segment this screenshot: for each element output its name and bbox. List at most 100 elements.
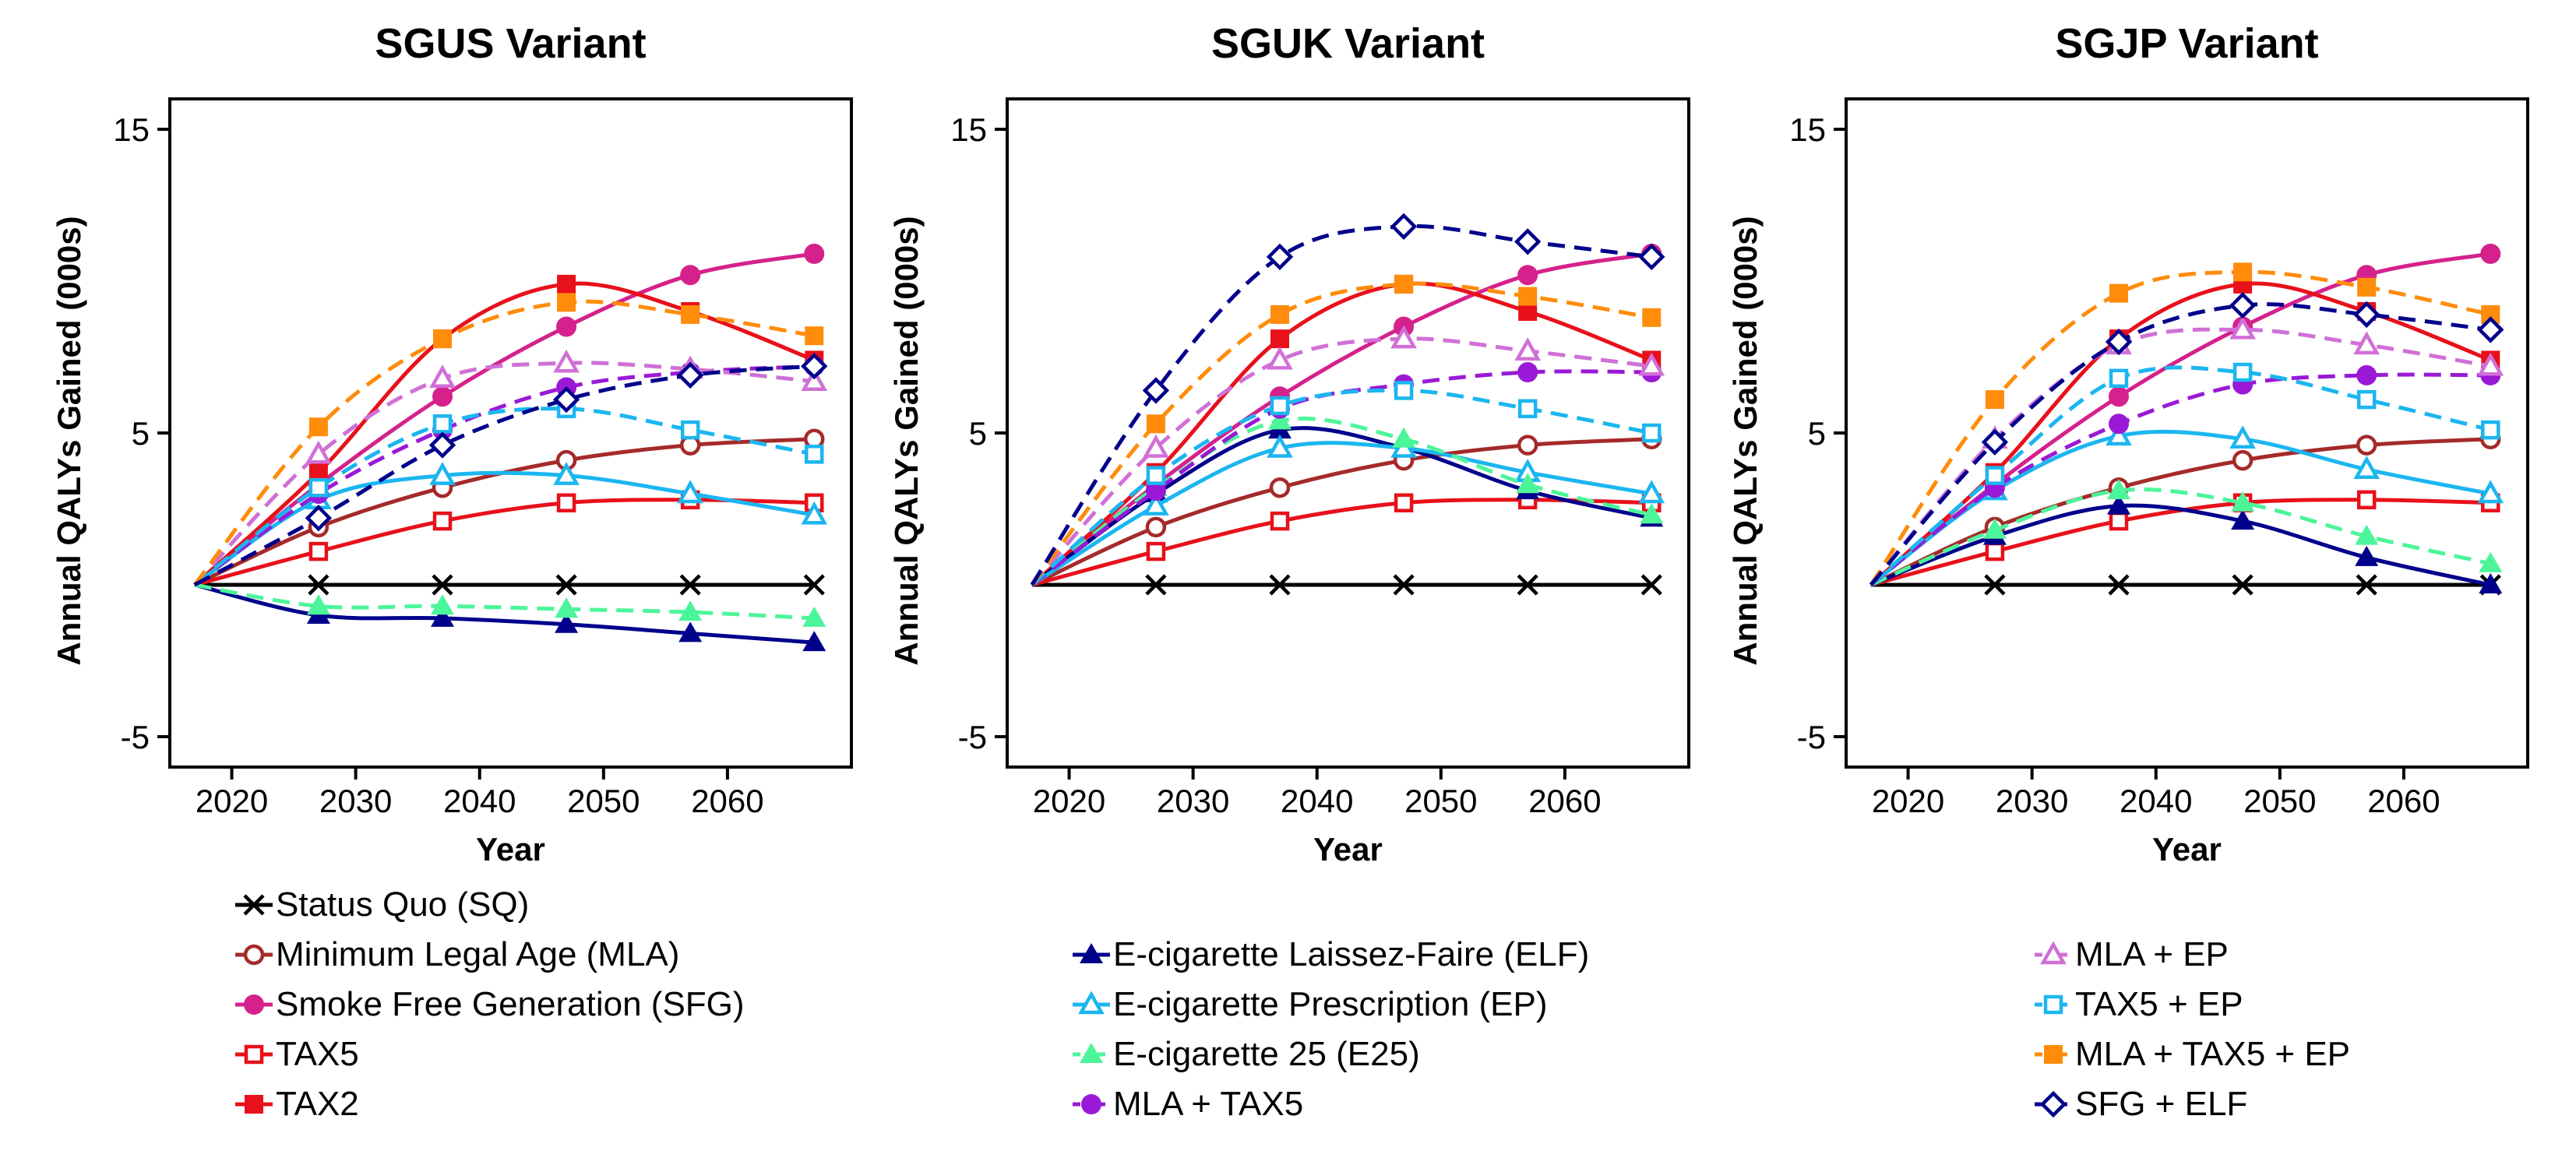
series-minimum-legal-age-mla — [1869, 428, 2501, 587]
data-point — [2232, 574, 2254, 596]
series-mla-ep — [193, 349, 828, 586]
data-point — [2357, 277, 2377, 297]
series-line — [1031, 437, 1652, 587]
data-point — [556, 316, 577, 337]
legend-label: Minimum Legal Age (MLA) — [276, 935, 680, 973]
y-tick-label: 5 — [132, 415, 150, 452]
series-line — [1030, 281, 1652, 586]
data-point — [805, 445, 824, 464]
data-point — [555, 597, 579, 618]
series-line — [1030, 336, 1652, 586]
legend-marker — [2039, 1090, 2067, 1118]
series-tax5-ep — [1031, 381, 1662, 586]
series-line — [1869, 269, 2491, 586]
x-tick-label: 2040 — [2120, 783, 2192, 819]
legend-swatch — [1073, 943, 1110, 963]
data-point — [1514, 228, 1542, 255]
data-point — [1267, 346, 1293, 370]
data-point — [1143, 492, 1169, 516]
data-point — [1642, 308, 1662, 327]
data-point — [2355, 545, 2379, 566]
legend-label: E-cigarette Laissez-Faire (ELF) — [1113, 935, 1590, 973]
legend-item-e-cigarette-laissez-faire-elf: E-cigarette Laissez-Faire (ELF) — [1071, 931, 1589, 978]
x-tick-label: 2060 — [2367, 783, 2440, 819]
data-point — [2477, 480, 2504, 504]
data-point — [1640, 503, 1664, 524]
x-tick-label: 2030 — [1157, 783, 1229, 819]
data-point — [1270, 304, 1289, 324]
data-point — [2356, 389, 2377, 410]
data-point — [1146, 541, 1166, 561]
data-point — [1640, 574, 1662, 596]
series-tax5-ep — [193, 399, 824, 586]
series-tax5-ep — [1869, 362, 2500, 586]
data-point — [2353, 331, 2380, 355]
series-line — [193, 407, 815, 586]
series-line — [1869, 503, 2491, 587]
data-point — [801, 501, 828, 525]
data-point — [2109, 283, 2128, 303]
legend-marker — [1081, 1094, 1101, 1114]
data-point — [553, 462, 580, 485]
legend-label: MLA + EP — [2075, 935, 2229, 973]
x-tick-label: 2050 — [2243, 783, 2316, 819]
data-point — [681, 304, 700, 324]
data-point — [308, 574, 329, 596]
legend-swatch — [235, 994, 273, 1015]
data-point — [1638, 480, 1665, 504]
data-point — [678, 621, 703, 642]
series-line — [1031, 498, 1652, 587]
series-status-quo-sq — [1031, 574, 1662, 596]
data-point — [680, 265, 701, 286]
data-point — [1984, 574, 2006, 596]
data-point — [428, 431, 456, 459]
x-tick-label: 2020 — [1872, 783, 1944, 819]
legend-label: Smoke Free Generation (SFG) — [276, 985, 745, 1023]
series-line — [1031, 417, 1652, 586]
data-point — [1266, 243, 1294, 270]
y-tick-label: 5 — [969, 415, 987, 452]
series-e-cigarette-25-e25 — [194, 582, 826, 627]
data-point — [678, 600, 703, 621]
y-axis-label: Annual QALYs Gained (000s) — [1727, 216, 1764, 665]
series-line — [1031, 441, 1652, 587]
data-point — [801, 353, 828, 380]
data-point — [2477, 316, 2504, 343]
data-point — [1146, 466, 1166, 485]
legend-swatch — [1073, 1094, 1110, 1114]
data-point — [2105, 328, 2133, 356]
legend-marker — [245, 1095, 263, 1114]
chart-title: SGJP Variant — [2055, 20, 2318, 67]
data-point — [552, 385, 580, 414]
data-point — [429, 364, 456, 389]
series-line — [1869, 487, 2491, 587]
series-sfg-elf — [1030, 213, 1665, 586]
data-point — [804, 243, 825, 264]
legend-label: TAX5 — [276, 1035, 359, 1073]
legend-marker — [1080, 1043, 1103, 1063]
legend-item-tax2: TAX2 — [234, 1081, 359, 1128]
legend-item-sfg-elf: SFG + ELF — [2033, 1081, 2247, 1128]
data-point — [803, 574, 825, 596]
data-point — [679, 574, 701, 596]
data-point — [432, 574, 453, 596]
data-point — [2106, 422, 2132, 446]
legend-item-mla-ep: MLA + EP — [2033, 931, 2229, 978]
series-line — [193, 361, 815, 586]
series-mla-tax5-ep — [1030, 274, 1662, 586]
data-point — [2479, 551, 2503, 572]
data-point — [1514, 337, 1542, 361]
legend-swatch — [1073, 991, 1110, 1015]
y-axis-label: Annual QALYs Gained (000s) — [888, 216, 925, 665]
series-status-quo-sq — [194, 574, 825, 596]
y-tick-label: 15 — [113, 111, 150, 148]
legend-item-minimum-legal-age-mla: Minimum Legal Age (MLA) — [234, 931, 679, 978]
data-point — [2109, 414, 2129, 435]
data-point — [1642, 423, 1662, 443]
legend-marker — [1080, 943, 1103, 963]
legend-swatch — [235, 944, 273, 966]
legend-swatch — [235, 894, 273, 916]
data-point — [1517, 362, 1538, 382]
legend-label: Status Quo (SQ) — [276, 885, 530, 924]
